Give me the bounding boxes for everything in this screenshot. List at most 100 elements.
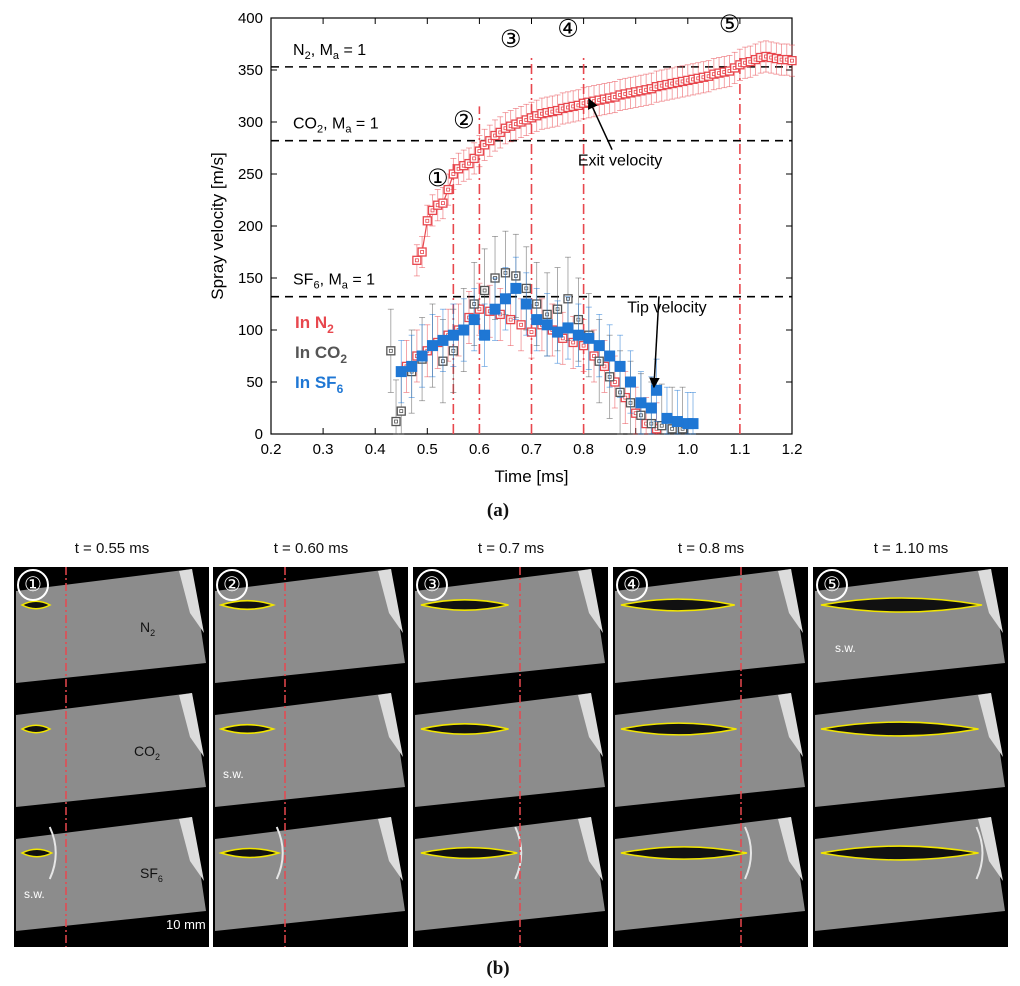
y-tick-label: 100 bbox=[238, 322, 263, 339]
data-point bbox=[469, 153, 479, 164]
panel-time-label: t = 0.55 ms bbox=[74, 540, 150, 557]
panel-time-label: t = 0.60 ms bbox=[273, 540, 349, 557]
data-point bbox=[474, 146, 485, 156]
data-point bbox=[447, 329, 459, 341]
panel-marker: ⑤ bbox=[816, 569, 848, 601]
series-0 bbox=[412, 40, 797, 277]
y-tick-label: 150 bbox=[238, 270, 263, 287]
data-point bbox=[520, 298, 532, 310]
data-point bbox=[687, 418, 699, 430]
series-3 bbox=[395, 256, 699, 435]
time-marker: ① bbox=[427, 164, 449, 192]
legend-entry: In CO2 bbox=[295, 343, 347, 366]
gas-image bbox=[615, 817, 805, 931]
data-point-inner bbox=[477, 149, 482, 154]
data-point bbox=[614, 360, 626, 372]
data-point-inner bbox=[420, 250, 424, 254]
data-point bbox=[464, 158, 474, 169]
data-point bbox=[427, 205, 438, 216]
x-tick-label: 1.1 bbox=[729, 441, 750, 458]
annotation: Exit velocity bbox=[578, 153, 662, 170]
panel-marker: ② bbox=[216, 569, 248, 601]
data-point-inner bbox=[414, 258, 419, 263]
gas-label-sf6: SF6 bbox=[140, 865, 163, 884]
data-point-inner bbox=[571, 340, 576, 345]
data-point bbox=[479, 285, 490, 296]
data-point-inner bbox=[446, 187, 451, 192]
legend-entry: In N2 bbox=[295, 313, 334, 336]
data-point bbox=[386, 346, 396, 356]
data-point bbox=[593, 340, 605, 352]
data-point bbox=[510, 282, 522, 294]
x-tick-label: 0.3 bbox=[313, 441, 334, 458]
gas-image bbox=[215, 817, 405, 931]
data-point-inner bbox=[441, 201, 445, 206]
data-point-inner bbox=[430, 208, 435, 213]
x-tick-label: 0.8 bbox=[573, 441, 594, 458]
data-point bbox=[468, 314, 480, 326]
time-marker: ③ bbox=[500, 25, 522, 53]
y-tick-label: 50 bbox=[246, 374, 263, 391]
mach-line-label: N2, Ma = 1 bbox=[293, 42, 366, 62]
data-point bbox=[416, 350, 428, 362]
caption-b: (b) bbox=[486, 958, 510, 979]
data-point bbox=[396, 406, 406, 416]
data-point-inner bbox=[612, 380, 617, 384]
data-point-inner bbox=[529, 330, 534, 334]
gas-label-co2: CO2 bbox=[134, 743, 161, 762]
y-axis-label: Spray velocity [m/s] bbox=[208, 152, 227, 299]
data-point bbox=[479, 329, 491, 341]
x-tick-label: 0.4 bbox=[365, 441, 386, 458]
data-point bbox=[516, 320, 526, 330]
gas-label-n2: N2 bbox=[140, 619, 156, 638]
annotation: Tip velocity bbox=[627, 299, 706, 316]
data-point-inner bbox=[508, 317, 513, 322]
x-tick-label: 1.2 bbox=[782, 441, 803, 458]
annotation-arrow bbox=[587, 98, 613, 150]
gas-image bbox=[615, 693, 805, 807]
gas-image bbox=[815, 569, 1005, 683]
data-point-inner bbox=[482, 288, 487, 293]
y-tick-label: 400 bbox=[238, 10, 263, 27]
shock-wave-label: s.w. bbox=[223, 767, 244, 781]
data-point-inner bbox=[602, 364, 607, 369]
x-axis-label: Time [ms] bbox=[495, 467, 569, 486]
data-point bbox=[531, 314, 543, 326]
data-point bbox=[583, 332, 595, 344]
y-tick-label: 300 bbox=[238, 114, 263, 131]
panel-time-label: t = 1.10 ms bbox=[873, 540, 949, 557]
x-tick-label: 1.0 bbox=[677, 441, 698, 458]
shock-wave-label: s.w. bbox=[24, 887, 45, 901]
panel-time-label: t = 0.8 ms bbox=[677, 540, 745, 557]
mach-line-label: SF6, Ma = 1 bbox=[293, 272, 375, 292]
data-point-inner bbox=[388, 348, 393, 353]
data-point bbox=[412, 255, 422, 265]
data-point bbox=[395, 366, 407, 378]
data-point bbox=[787, 55, 797, 66]
data-point-inner bbox=[472, 156, 477, 161]
data-point-inner bbox=[451, 172, 456, 176]
schlieren-panel: ② s.w. bbox=[213, 567, 408, 947]
time-marker: ⑤ bbox=[719, 10, 741, 38]
data-point bbox=[437, 334, 449, 346]
data-point bbox=[391, 416, 401, 427]
data-point bbox=[562, 322, 574, 334]
schlieren-panel: ① s.w. N2 CO2 SF6 10 mm bbox=[14, 567, 209, 947]
schlieren-panel: ④ bbox=[613, 567, 808, 947]
gas-image bbox=[16, 817, 206, 931]
data-point bbox=[448, 169, 459, 179]
x-tick-label: 0.9 bbox=[625, 441, 646, 458]
gas-image bbox=[815, 693, 1005, 807]
caption-a: (a) bbox=[486, 500, 510, 521]
gas-image bbox=[815, 817, 1005, 931]
scale-bar-label: 10 mm bbox=[166, 917, 206, 932]
panel-time-label: t = 0.7 ms bbox=[477, 540, 545, 557]
data-point bbox=[406, 360, 418, 372]
data-point bbox=[526, 327, 537, 337]
data-point-inner bbox=[670, 426, 675, 431]
gas-image bbox=[16, 569, 206, 683]
data-point bbox=[610, 377, 620, 387]
schlieren-panel: ③ bbox=[413, 567, 608, 947]
gas-image bbox=[615, 569, 805, 683]
data-point bbox=[499, 293, 511, 305]
